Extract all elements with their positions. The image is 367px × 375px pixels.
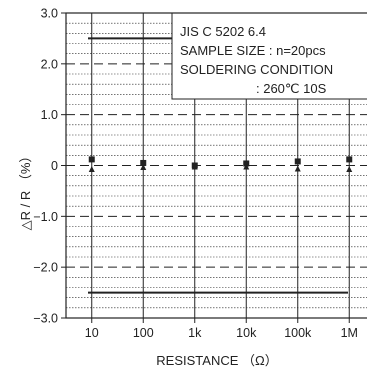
- y-tick-label: 2.0: [41, 57, 58, 71]
- annotation-box-frame: [171, 12, 367, 100]
- annotation-line: SOLDERING CONDITION: [180, 62, 333, 77]
- data-point-square: [88, 156, 95, 163]
- annotation-line: JIS C 5202 6.4: [180, 24, 266, 39]
- data-point-triangle: [140, 164, 147, 171]
- x-axis-label: RESISTANCE （Ω）: [156, 353, 277, 368]
- y-tick-label: 0: [51, 159, 58, 173]
- y-tick-label: −3.0: [33, 312, 58, 326]
- data-point-triangle: [294, 165, 301, 172]
- data-point-square: [294, 158, 301, 165]
- y-tick-label: 1.0: [41, 108, 58, 122]
- x-tick-label: 10k: [236, 326, 257, 340]
- data-point-triangle: [88, 166, 95, 173]
- tick-labels: 3.0 2.0 1.0 0 −1.0 −2.0 −3.0 10 100 1k 10k 100k 1M: [33, 7, 358, 341]
- x-tick-label: 1k: [188, 326, 202, 340]
- x-tick-label: 1M: [341, 326, 358, 340]
- data-point-square: [140, 159, 147, 166]
- x-tick-label: 100k: [284, 326, 312, 340]
- y-tick-label: −1.0: [33, 210, 58, 224]
- x-tick-label: 10: [85, 326, 99, 340]
- data-point-triangle: [191, 163, 198, 170]
- x-tick-label: 100: [133, 326, 154, 340]
- data-point-triangle: [346, 166, 353, 173]
- annotation-line: SAMPLE SIZE : n=20pcs: [180, 43, 326, 58]
- y-tick-label: −2.0: [33, 261, 58, 275]
- plot-frame: [61, 12, 367, 323]
- data-point-square: [346, 156, 353, 163]
- data-point-triangle: [243, 163, 250, 170]
- data-marks: [88, 156, 353, 173]
- y-tick-label: 3.0: [41, 7, 58, 21]
- data-point-square: [243, 160, 250, 167]
- annotation-box: JIS C 5202 6.4 SAMPLE SIZE : n=20pcs SOLDE…: [171, 12, 367, 100]
- annotation-line: : 260℃ 10S: [256, 81, 327, 96]
- y-axis-label: △R / R （%）: [18, 150, 33, 231]
